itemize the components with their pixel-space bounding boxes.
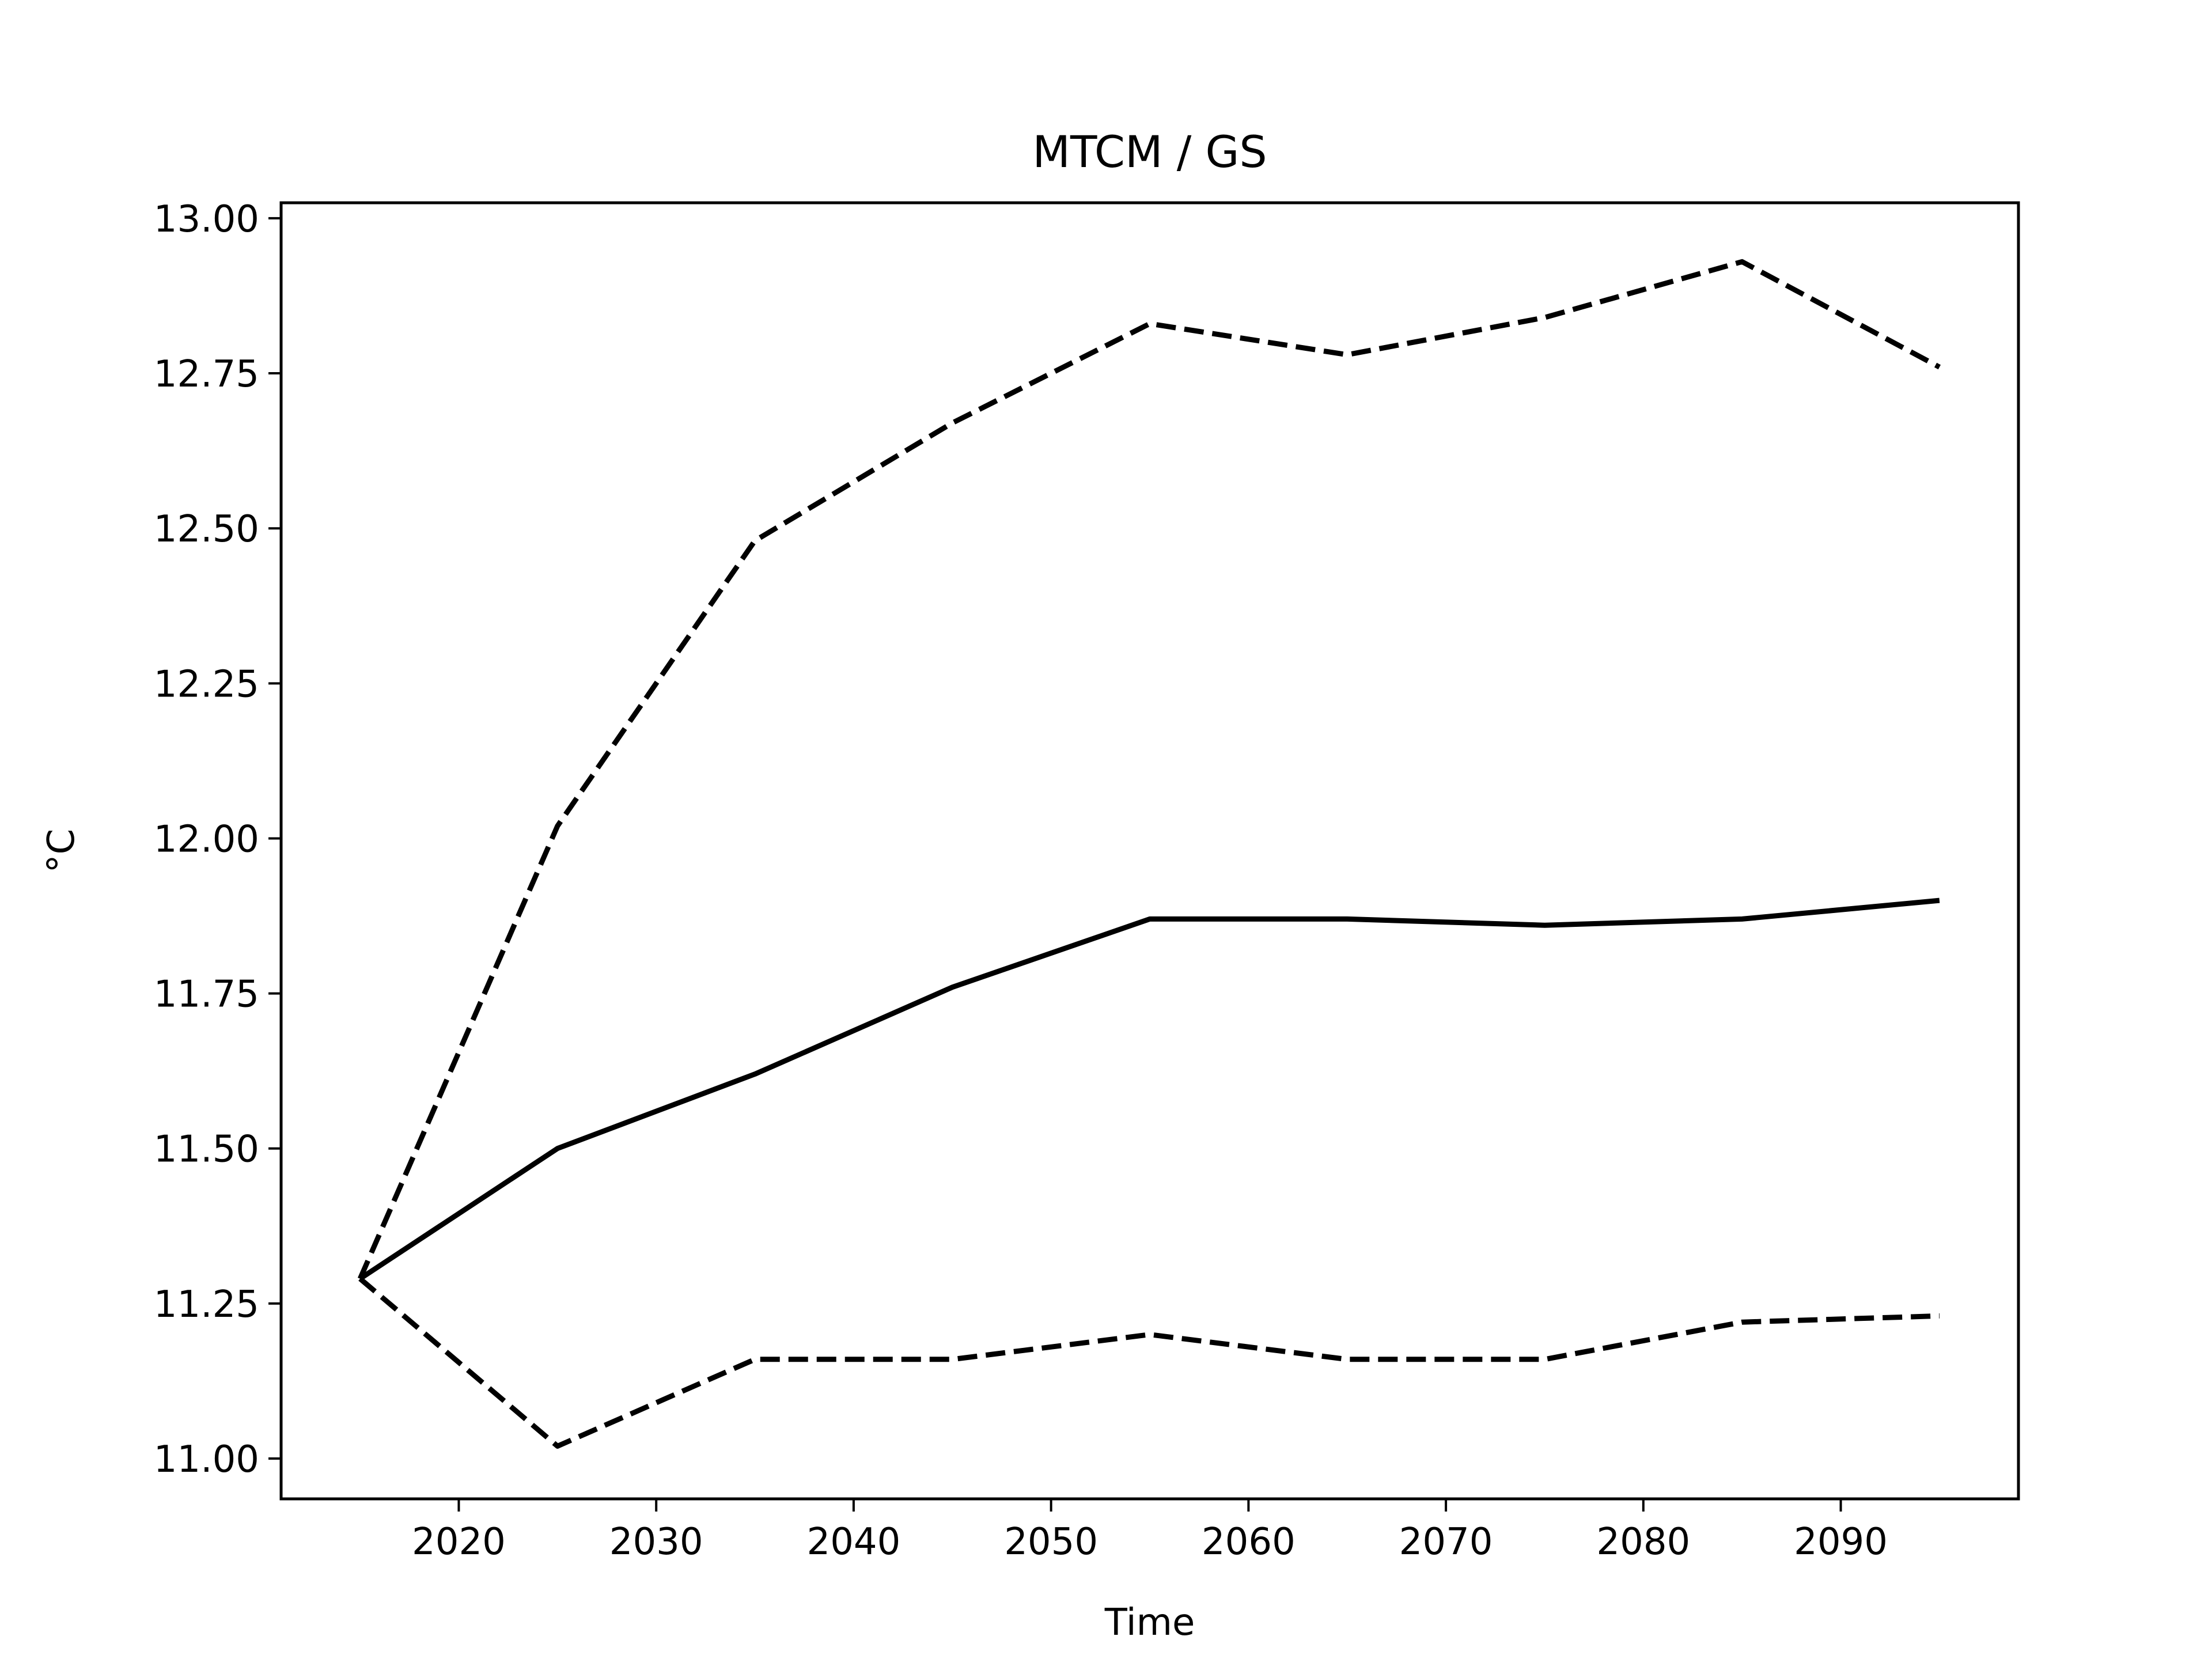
y-axis-label: °C <box>40 829 83 873</box>
plot-frame <box>279 201 2020 1501</box>
series-line-3 <box>358 1277 1940 1449</box>
x-tick-label: 2050 <box>1004 1521 1098 1563</box>
series-layer <box>357 259 1941 1449</box>
x-tick-label: 2080 <box>1596 1521 1690 1563</box>
y-tick-label: 12.25 <box>154 663 259 706</box>
x-axis-label: Time <box>1104 1601 1195 1644</box>
x-tick-label: 2020 <box>412 1521 506 1563</box>
y-tick-label: 11.00 <box>154 1438 259 1481</box>
x-tick-label: 2040 <box>806 1521 900 1563</box>
y-tick-label: 11.75 <box>154 974 259 1016</box>
chart-title: MTCM / GS <box>1032 126 1267 177</box>
x-tick-label: 2030 <box>609 1521 703 1563</box>
y-tick-label: 12.50 <box>154 508 259 551</box>
x-tick-label: 2070 <box>1399 1521 1493 1563</box>
y-tick-label: 12.00 <box>154 818 259 861</box>
x-axis-ticks: 2020 2030 2040 2050 2060 2070 2080 2090 <box>412 1499 1888 1563</box>
y-tick-label: 13.00 <box>154 198 259 241</box>
series-line-1 <box>357 259 1941 1280</box>
y-axis-ticks: 11.00 11.25 11.50 11.75 12.00 12.25 12.50 12.75… <box>154 198 281 1481</box>
x-tick-label: 2060 <box>1202 1521 1296 1563</box>
x-tick-label: 2090 <box>1794 1521 1888 1563</box>
y-tick-label: 11.50 <box>154 1128 259 1171</box>
y-tick-label: 11.25 <box>154 1283 259 1326</box>
y-tick-label: 12.75 <box>154 353 259 396</box>
series-line-2 <box>358 897 1940 1281</box>
